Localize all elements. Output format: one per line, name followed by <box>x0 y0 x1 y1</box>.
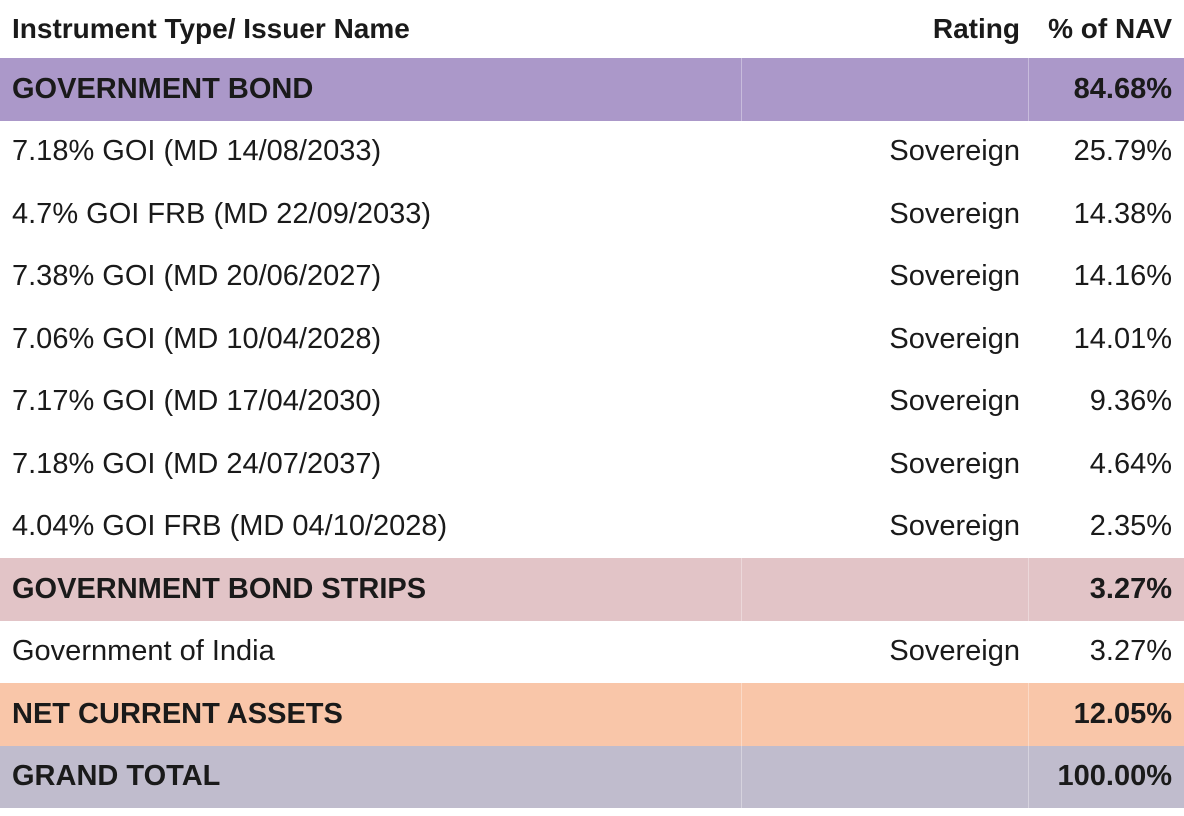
issuer-name: 7.18% GOI (MD 14/08/2033) <box>12 135 382 168</box>
category-row-net-current-assets: NET CURRENT ASSETS 12.05% <box>0 683 1184 746</box>
issuer-name: 4.7% GOI FRB (MD 22/09/2033) <box>12 197 432 230</box>
column-header-rating: Rating <box>932 13 1020 44</box>
grand-total-rating <box>741 745 1028 808</box>
category-name: NET CURRENT ASSETS <box>12 697 343 730</box>
column-header-issuer: Instrument Type/ Issuer Name <box>12 13 410 44</box>
rating: Sovereign <box>889 635 1020 668</box>
table-row: 7.18% GOI (MD 14/08/2033) Sovereign 25.7… <box>0 121 1184 184</box>
rating: Sovereign <box>889 385 1020 418</box>
grand-total-row: GRAND TOTAL 100.00% <box>0 745 1184 808</box>
nav-percent: 14.16% <box>1073 260 1172 293</box>
issuer-name: 7.18% GOI (MD 24/07/2037) <box>12 447 382 480</box>
rating: Sovereign <box>889 510 1020 543</box>
issuer-name: 7.38% GOI (MD 20/06/2027) <box>12 260 382 293</box>
category-nav: 12.05% <box>1028 683 1184 746</box>
issuer-name: 7.06% GOI (MD 10/04/2028) <box>12 322 382 355</box>
nav-percent: 25.79% <box>1073 135 1172 168</box>
category-nav: 3.27% <box>1028 558 1184 621</box>
table-row: 7.06% GOI (MD 10/04/2028) Sovereign 14.0… <box>0 308 1184 371</box>
issuer-name: Government of India <box>12 635 275 668</box>
category-nav: 84.68% <box>1028 58 1184 121</box>
rating: Sovereign <box>889 135 1020 168</box>
nav-percent: 14.38% <box>1073 197 1172 230</box>
table-row: 4.7% GOI FRB (MD 22/09/2033) Sovereign 1… <box>0 183 1184 246</box>
table-row: 4.04% GOI FRB (MD 04/10/2028) Sovereign … <box>0 496 1184 559</box>
category-rating <box>741 558 1028 621</box>
rating: Sovereign <box>889 447 1020 480</box>
nav-percent: 14.01% <box>1073 322 1172 355</box>
grand-total-nav: 100.00% <box>1028 745 1184 808</box>
table-row: 7.18% GOI (MD 24/07/2037) Sovereign 4.64… <box>0 433 1184 496</box>
grand-total-label: GRAND TOTAL <box>12 760 221 793</box>
nav-percent: 2.35% <box>1089 510 1172 543</box>
category-rating <box>741 58 1028 121</box>
category-name: GOVERNMENT BOND <box>12 72 314 105</box>
rating: Sovereign <box>889 322 1020 355</box>
nav-percent: 9.36% <box>1089 385 1172 418</box>
issuer-name: 7.17% GOI (MD 17/04/2030) <box>12 385 382 418</box>
category-row-government-bond: GOVERNMENT BOND 84.68% <box>0 58 1184 121</box>
rating: Sovereign <box>889 260 1020 293</box>
table-row: Government of India Sovereign 3.27% <box>0 621 1184 684</box>
issuer-name: 4.04% GOI FRB (MD 04/10/2028) <box>12 510 448 543</box>
nav-percent: 3.27% <box>1089 635 1172 668</box>
category-rating <box>741 683 1028 746</box>
category-name: GOVERNMENT BOND STRIPS <box>12 572 427 605</box>
nav-percent: 4.64% <box>1089 447 1172 480</box>
category-row-government-bond-strips: GOVERNMENT BOND STRIPS 3.27% <box>0 558 1184 621</box>
column-header-nav: % of NAV <box>1048 13 1172 44</box>
table-row: 7.38% GOI (MD 20/06/2027) Sovereign 14.1… <box>0 246 1184 309</box>
rating: Sovereign <box>889 197 1020 230</box>
table-header-row: Instrument Type/ Issuer Name Rating % of… <box>0 0 1184 58</box>
table-row: 7.17% GOI (MD 17/04/2030) Sovereign 9.36… <box>0 371 1184 434</box>
